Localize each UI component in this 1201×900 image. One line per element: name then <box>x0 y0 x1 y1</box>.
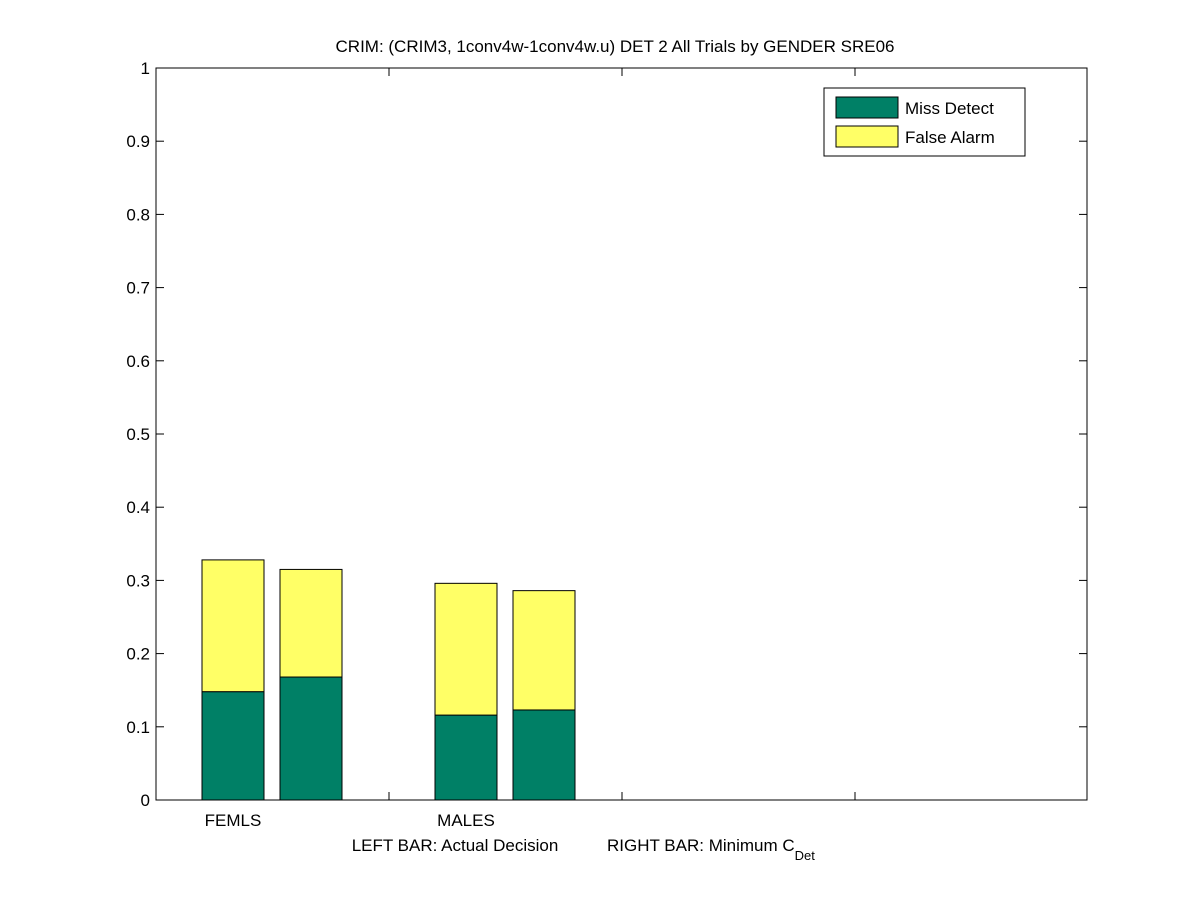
y-tick-label: 0.4 <box>126 498 150 517</box>
y-tick-label: 0.8 <box>126 205 150 224</box>
x-tick-label: FEMLS <box>205 811 262 830</box>
bar-males-actual-false-alarm <box>434 582 498 716</box>
legend-label-miss-detect: Miss Detect <box>905 99 994 118</box>
y-tick-label: 0 <box>141 791 150 810</box>
bar-femls-actual-miss-detect <box>201 691 265 801</box>
x-axis: FEMLS MALES <box>205 68 856 830</box>
bar-femls-actual-false-alarm <box>201 559 265 693</box>
legend: Miss Detect False Alarm <box>823 87 1026 157</box>
y-axis: 0 0.1 0.2 0.3 0.4 0.5 0.6 0.7 0.8 0.9 1 <box>126 59 1087 810</box>
x-label-right-main: RIGHT BAR: Minimum C <box>607 836 795 855</box>
x-label-left: LEFT BAR: Actual Decision <box>352 836 559 855</box>
x-label-right-subscript: Det <box>795 848 816 863</box>
legend-swatch-miss-detect <box>835 96 899 119</box>
y-tick-label: 0.5 <box>126 425 150 444</box>
y-tick-label: 0.3 <box>126 571 150 590</box>
bar-femls-minimum-miss-detect <box>279 676 343 801</box>
bar-femls-minimum-false-alarm <box>279 568 343 678</box>
x-tick-label: MALES <box>437 811 495 830</box>
y-tick-label: 0.6 <box>126 352 150 371</box>
y-tick-label: 0.1 <box>126 718 150 737</box>
y-tick-label: 0.9 <box>126 132 150 151</box>
bars <box>201 559 576 801</box>
y-tick-label: 0.7 <box>126 279 150 298</box>
bar-males-minimum-miss-detect <box>512 709 576 801</box>
y-tick-label: 0.2 <box>126 645 150 664</box>
bar-males-minimum-false-alarm <box>512 590 576 711</box>
legend-label-false-alarm: False Alarm <box>905 128 995 147</box>
x-label-right: RIGHT BAR: Minimum CDet <box>607 836 815 863</box>
legend-swatch-false-alarm <box>835 125 899 148</box>
y-tick-label: 1 <box>141 59 150 78</box>
x-axis-label: LEFT BAR: Actual Decision RIGHT BAR: Min… <box>352 836 816 863</box>
chart-title: CRIM: (CRIM3, 1conv4w-1conv4w.u) DET 2 A… <box>336 37 895 56</box>
bar-males-actual-miss-detect <box>434 714 498 801</box>
